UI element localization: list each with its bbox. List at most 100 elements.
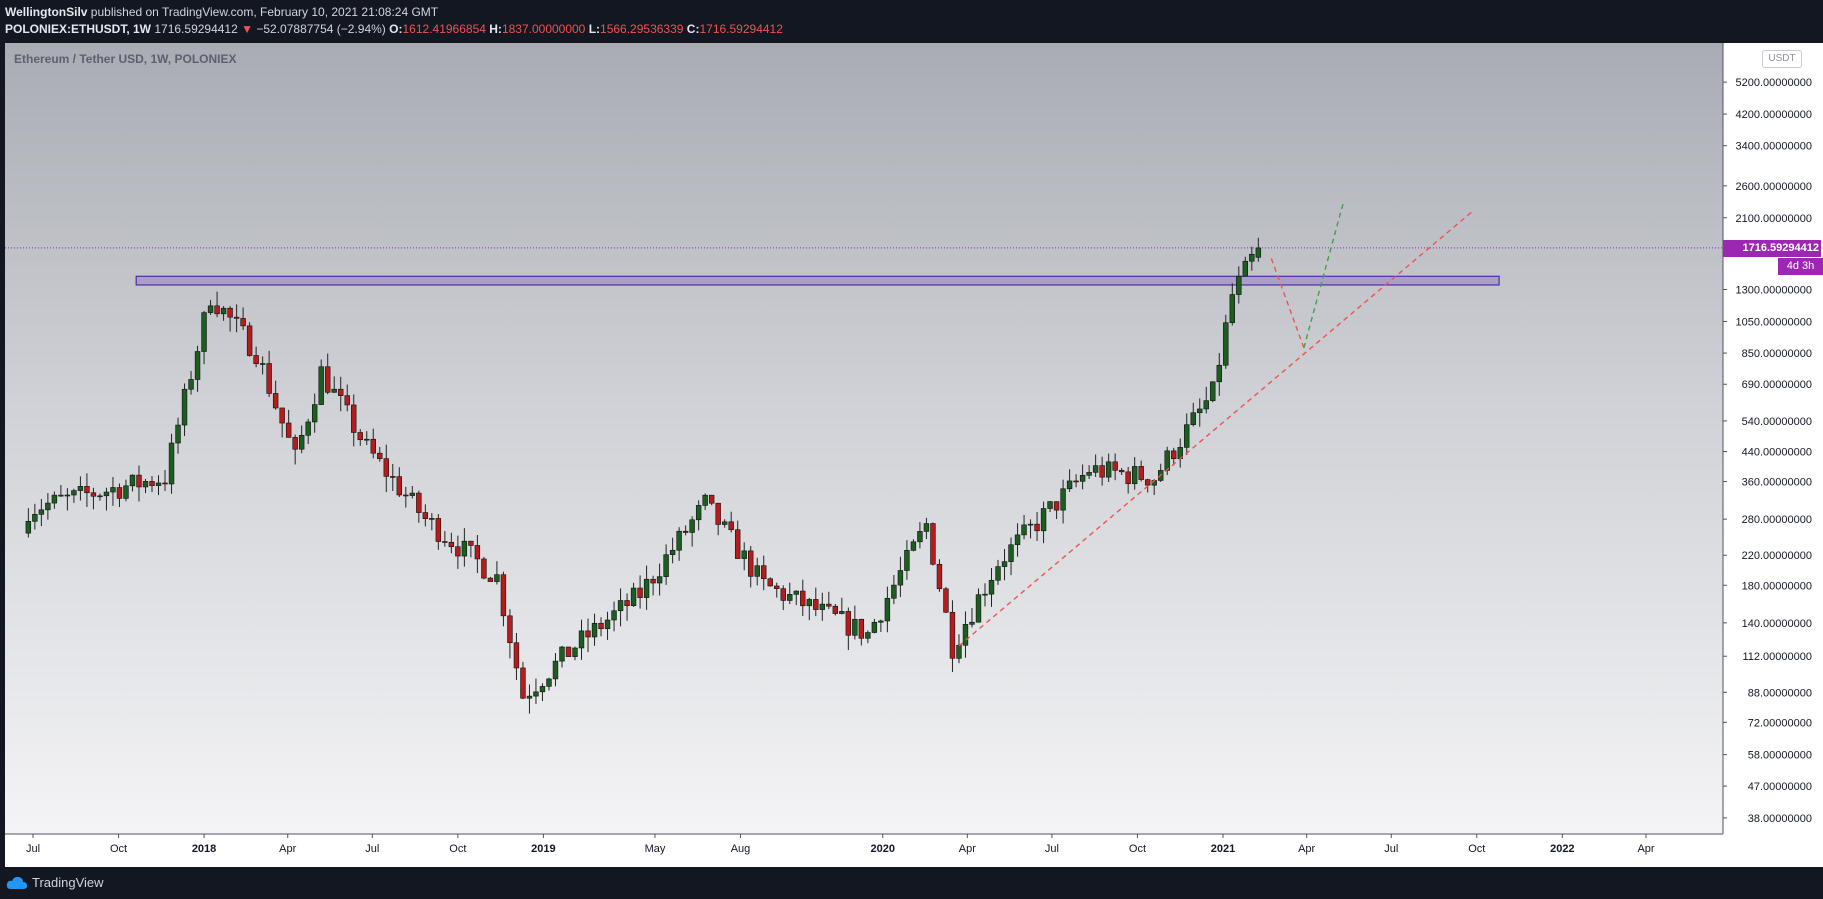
candle-body bbox=[116, 487, 123, 499]
candle-body bbox=[259, 363, 266, 365]
down-projection-line bbox=[1270, 258, 1305, 349]
time-tick-label: Jul bbox=[365, 843, 379, 855]
candle-body bbox=[1223, 322, 1229, 366]
candle-body bbox=[813, 599, 819, 610]
candle-body bbox=[285, 422, 292, 438]
candle-body bbox=[494, 574, 500, 582]
candle-body bbox=[787, 594, 793, 601]
candle-body bbox=[90, 492, 97, 497]
candle-body bbox=[188, 379, 194, 390]
candle-body bbox=[1112, 461, 1118, 471]
currency-unit-badge[interactable]: USDT bbox=[1762, 50, 1802, 68]
price-tick-label: 440.00000000 bbox=[1742, 447, 1812, 459]
candle-body bbox=[1203, 400, 1209, 410]
price-tick-label: 47.00000000 bbox=[1748, 781, 1812, 793]
time-tick-label: May bbox=[645, 843, 666, 855]
candle-body bbox=[826, 603, 832, 607]
candle-body bbox=[1034, 523, 1040, 532]
candle-body bbox=[51, 494, 58, 504]
price-tick-label: 72.00000000 bbox=[1748, 717, 1812, 729]
time-tick-label: Apr bbox=[959, 843, 976, 855]
candle-body bbox=[956, 644, 962, 659]
time-tick-label: Jul bbox=[1045, 843, 1059, 855]
candle-body bbox=[1144, 479, 1151, 486]
candle-body bbox=[1138, 466, 1144, 480]
candle-body bbox=[1255, 247, 1262, 258]
candle-body bbox=[761, 565, 767, 580]
candle-body bbox=[969, 621, 975, 625]
candle-body bbox=[253, 355, 259, 365]
close-label: C: bbox=[686, 22, 700, 36]
candle-body bbox=[884, 597, 891, 622]
time-tick-label: Oct bbox=[1129, 843, 1146, 855]
candle-body bbox=[702, 494, 708, 506]
candle-body bbox=[774, 585, 780, 589]
candle-body bbox=[643, 578, 650, 598]
candle-body bbox=[1229, 294, 1235, 324]
candle-body bbox=[468, 540, 474, 546]
author-name[interactable]: WellingtonSilv bbox=[5, 5, 88, 19]
candle-body bbox=[233, 316, 240, 319]
candle-body bbox=[364, 438, 370, 441]
candle-body bbox=[168, 442, 175, 485]
time-axis[interactable] bbox=[5, 834, 1723, 867]
candle-body bbox=[1242, 260, 1249, 277]
candle-body bbox=[910, 541, 917, 551]
candle-body bbox=[383, 458, 389, 477]
brand-name[interactable]: TradingView bbox=[32, 875, 104, 890]
candle-body bbox=[1001, 561, 1008, 567]
candle-body bbox=[136, 474, 142, 488]
candle-body bbox=[624, 600, 630, 607]
candle-body bbox=[1184, 424, 1190, 448]
price-tick-label: 38.00000000 bbox=[1748, 813, 1812, 825]
candle-body bbox=[435, 518, 442, 542]
candle-body bbox=[123, 485, 129, 499]
tradingview-cloud-icon[interactable] bbox=[6, 876, 28, 893]
candle-body bbox=[1125, 471, 1131, 485]
candle-body bbox=[377, 452, 383, 459]
price-tick-label: 280.00000000 bbox=[1742, 514, 1812, 526]
candle-body bbox=[149, 481, 155, 486]
candle-body bbox=[962, 624, 969, 646]
price-axis[interactable] bbox=[1723, 43, 1823, 834]
candle-body bbox=[728, 521, 734, 531]
symbol-label[interactable]: POLONIEX:ETHUSDT, 1W bbox=[5, 22, 152, 36]
candle-body bbox=[32, 514, 38, 522]
candle-body bbox=[1008, 544, 1014, 562]
candle-body bbox=[162, 482, 168, 485]
candle-body bbox=[988, 579, 995, 595]
candle-body bbox=[344, 395, 350, 406]
ohlc-legend: POLONIEX:ETHUSDT, 1W 1716.59294412 ▼ −52… bbox=[5, 22, 783, 36]
candle-body bbox=[604, 619, 611, 630]
candle-body bbox=[839, 611, 845, 614]
candle-body bbox=[38, 509, 45, 515]
candle-body bbox=[1190, 412, 1196, 425]
candle-body bbox=[481, 558, 487, 579]
candle-body bbox=[142, 481, 149, 488]
candle-body bbox=[1105, 461, 1112, 478]
low-value: 1566.29536339 bbox=[600, 22, 684, 36]
candle-body bbox=[325, 366, 331, 393]
price-axis-labels: 5200.00000000 4200.00000000 3400.00000000 2… bbox=[1722, 43, 1812, 834]
candle-body bbox=[455, 546, 461, 557]
candle-body bbox=[533, 691, 539, 697]
time-tick-label: 2020 bbox=[870, 843, 894, 855]
time-tick-label: Apr bbox=[1298, 843, 1315, 855]
time-tick-label: Oct bbox=[110, 843, 127, 855]
candle-body bbox=[409, 492, 416, 496]
candle-body bbox=[865, 632, 871, 639]
candle-body bbox=[1086, 472, 1092, 476]
candle-body bbox=[487, 577, 494, 582]
candle-body bbox=[1073, 480, 1079, 483]
time-tick-label: 2022 bbox=[1550, 843, 1574, 855]
candle-body bbox=[943, 588, 949, 613]
time-tick-label: Apr bbox=[279, 843, 296, 855]
candle-body bbox=[995, 566, 1001, 581]
candle-body bbox=[1060, 488, 1066, 511]
candle-body bbox=[806, 599, 812, 607]
price-tick-label: 3400.00000000 bbox=[1736, 141, 1812, 153]
chart-pane[interactable] bbox=[5, 43, 1723, 834]
candle-body bbox=[689, 519, 695, 533]
price-tick-label: 220.00000000 bbox=[1742, 550, 1812, 562]
